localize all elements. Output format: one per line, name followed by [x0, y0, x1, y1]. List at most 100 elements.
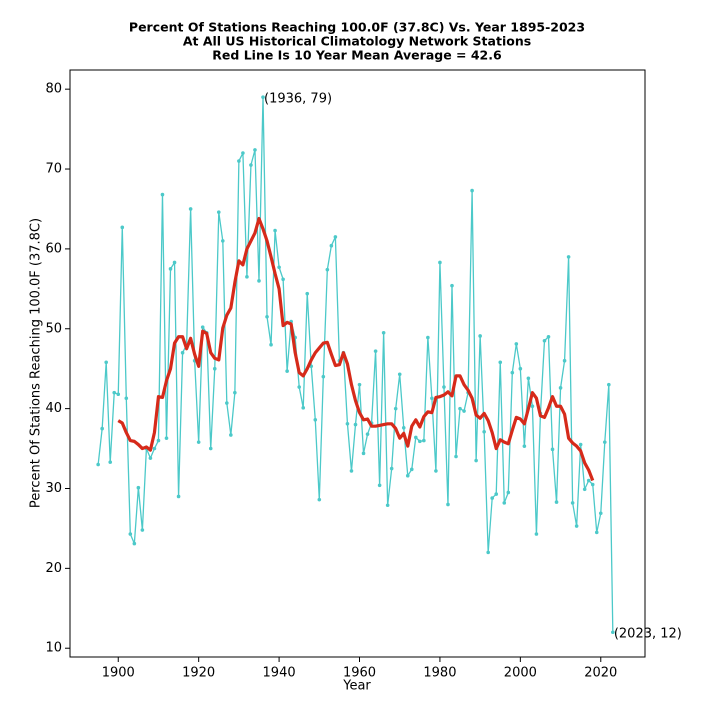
- point: [546, 334, 551, 339]
- point: [607, 382, 611, 387]
- point: [116, 392, 121, 397]
- point: [273, 228, 277, 233]
- point: [112, 390, 117, 395]
- point: [132, 541, 137, 546]
- point: [450, 283, 454, 288]
- point: [160, 192, 165, 197]
- point: [498, 360, 503, 365]
- point: [245, 275, 249, 279]
- chart-title: Red Line Is 10 Year Mean Average = 42.6: [212, 48, 502, 63]
- point: [381, 330, 386, 335]
- point: [168, 267, 173, 271]
- point: [237, 159, 241, 163]
- chart-title: At All US Historical Climatology Network…: [183, 34, 531, 49]
- point: [470, 188, 474, 193]
- point: [554, 500, 559, 504]
- point: [474, 458, 478, 463]
- point: [454, 454, 458, 459]
- point: [405, 473, 410, 478]
- point: [409, 467, 414, 472]
- point: [285, 369, 289, 373]
- point: [542, 338, 547, 343]
- point: [305, 291, 310, 296]
- point: [558, 386, 563, 390]
- point: [510, 370, 515, 375]
- point: [301, 406, 306, 410]
- series-line: [97, 96, 614, 633]
- point: [397, 372, 402, 377]
- point: [325, 267, 330, 272]
- point: [506, 490, 511, 495]
- point: [389, 466, 394, 471]
- point: [518, 366, 523, 371]
- point: [430, 396, 434, 401]
- point: [514, 342, 519, 346]
- x-axis-label: Year: [342, 679, 371, 694]
- point: [353, 422, 358, 427]
- point: [422, 438, 426, 443]
- point: [590, 482, 595, 487]
- point: [458, 406, 462, 411]
- point: [136, 485, 141, 490]
- point: [212, 366, 217, 371]
- point: [377, 483, 382, 488]
- y-tick-label: 70: [45, 162, 62, 177]
- point: [494, 492, 499, 496]
- point: [611, 630, 615, 635]
- series-line: [117, 216, 595, 482]
- point: [200, 325, 205, 329]
- point: [124, 396, 129, 401]
- point: [482, 429, 486, 434]
- point: [357, 382, 362, 387]
- point: [393, 406, 398, 411]
- point: [208, 446, 213, 451]
- point: [345, 421, 350, 426]
- point: [333, 235, 338, 239]
- point: [100, 426, 104, 431]
- x-tick-label: 1940: [263, 666, 296, 681]
- y-tick-label: 20: [45, 561, 62, 576]
- point: [297, 385, 301, 389]
- point: [164, 436, 169, 440]
- point: [128, 532, 133, 536]
- point: [188, 207, 193, 211]
- point: [281, 277, 285, 282]
- x-tick-label: 1960: [343, 666, 376, 681]
- y-tick-label: 80: [45, 82, 62, 97]
- x-tick-label: 1920: [182, 666, 215, 681]
- point: [241, 151, 245, 155]
- point: [156, 438, 161, 443]
- y-tick-label: 40: [45, 401, 62, 416]
- y-tick-label: 30: [45, 481, 62, 496]
- point: [277, 265, 281, 270]
- point: [361, 451, 366, 456]
- annotation: (1936, 79): [264, 92, 332, 107]
- point: [438, 260, 442, 265]
- point: [225, 401, 229, 405]
- point: [249, 163, 253, 167]
- point: [140, 528, 145, 532]
- point: [490, 496, 495, 500]
- point: [365, 432, 370, 436]
- point: [108, 460, 113, 464]
- point: [349, 469, 354, 473]
- point: [265, 314, 269, 319]
- point: [229, 433, 233, 437]
- point: [220, 239, 225, 243]
- point: [233, 390, 237, 395]
- point: [261, 95, 265, 99]
- point: [574, 524, 579, 528]
- annotation: (2023, 12): [614, 627, 682, 642]
- point: [586, 478, 591, 483]
- plot-frame: [69, 69, 646, 658]
- point: [180, 350, 185, 355]
- point: [257, 279, 261, 283]
- point: [566, 255, 571, 259]
- point: [253, 148, 257, 152]
- point: [582, 487, 587, 492]
- y-tick-label: 50: [45, 321, 62, 336]
- point: [570, 501, 575, 505]
- point: [418, 439, 422, 444]
- point: [562, 358, 567, 363]
- x-tick-label: 1900: [102, 666, 135, 681]
